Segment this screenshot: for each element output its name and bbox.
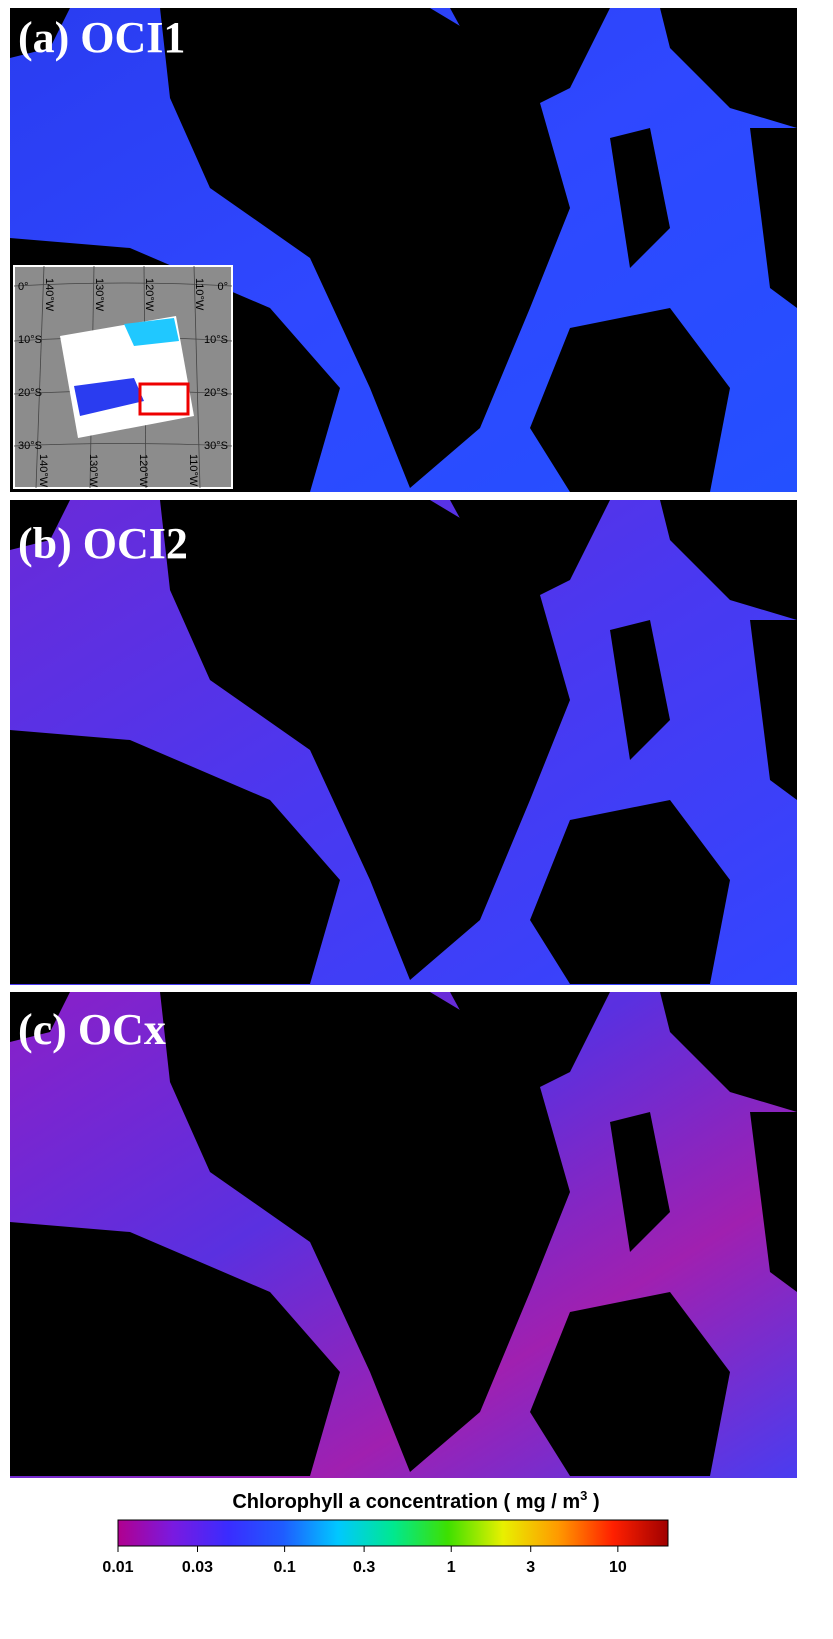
lat-label: 0°: [217, 281, 228, 293]
tick-label: 3: [526, 1559, 535, 1576]
panel-label: (c) OCx: [18, 1005, 166, 1054]
inset-map: 140°W 140°W 130°W 130°W 120°W 120°W 110°W 110°W…: [14, 266, 232, 488]
lon-label: 130°W: [87, 454, 99, 488]
lat-label: 10°S: [18, 334, 42, 346]
figure: (a) OCI1 140°W140°W130°W130°W120°W120°W1…: [0, 0, 833, 1639]
title-end: ): [587, 1491, 599, 1513]
lon-label: 130°W: [93, 278, 105, 312]
lon-label: 120°W: [137, 454, 149, 488]
lat-label: 10°S: [204, 334, 228, 346]
tick-label: 10: [609, 1559, 627, 1576]
panel-a: (a) OCI1 140°W140°W130°W130°W120°W120°W1…: [10, 8, 797, 492]
lon-label: 140°W: [37, 454, 49, 488]
lat-label: 20°S: [18, 387, 42, 399]
lon-label: 110°W: [193, 278, 205, 311]
title-text: Chlorophyll a concentration ( mg / m: [232, 1491, 580, 1513]
tick-label: 0.03: [182, 1559, 213, 1576]
panel-label: (a) OCI1: [18, 13, 185, 62]
tick-label: 0.01: [102, 1559, 133, 1576]
tick-label: 0.3: [353, 1559, 375, 1576]
lon-label: 110°W: [187, 454, 199, 487]
title-sup: 3: [580, 1488, 587, 1503]
panel-c: (c) OCx: [10, 992, 797, 1478]
panel-b: (b) OCI2: [10, 500, 797, 985]
tick-label: 1: [447, 1559, 456, 1576]
lat-label: 20°S: [204, 387, 228, 399]
tick-label: 0.1: [273, 1559, 295, 1576]
lon-label: 140°W: [43, 278, 55, 312]
lat-label: 0°: [18, 281, 29, 293]
lat-label: 30°S: [18, 440, 42, 452]
panel-label: (b) OCI2: [18, 519, 188, 568]
colorbar: [118, 1520, 668, 1546]
lon-label: 120°W: [143, 278, 155, 312]
colorbar-title: Chlorophyll a concentration ( mg / m3 ): [232, 1488, 599, 1513]
lat-label: 30°S: [204, 440, 228, 452]
